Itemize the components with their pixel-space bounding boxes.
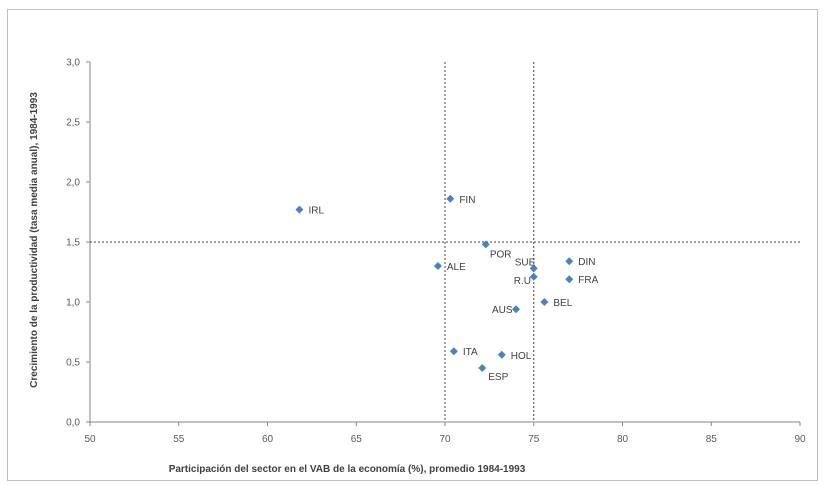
data-point-label: SUE: [515, 257, 536, 268]
data-point-label: FRA: [578, 275, 598, 286]
y-tick-label: 0,5: [66, 358, 80, 369]
data-point-marker: [540, 298, 549, 306]
y-tick-label: 1,0: [66, 298, 80, 309]
data-point-marker: [449, 347, 458, 356]
x-tick-labels: 50 55 60 65 70 75 80 85 90: [84, 434, 806, 445]
data-point-marker: [295, 205, 304, 214]
y-tick-label: 1,5: [66, 238, 80, 249]
x-tick-label: 80: [617, 434, 629, 445]
x-tick-label: 65: [351, 434, 363, 445]
data-point-marker: [512, 305, 520, 314]
data-point-marker: [565, 275, 574, 284]
data-point-marker: [497, 350, 506, 359]
x-tick-label: 75: [528, 434, 540, 445]
data-point-label: DIN: [578, 257, 595, 268]
data-point-label: AUS: [492, 305, 513, 316]
y-tick-labels: 0,0 0,5 1,0 1,5 2,0 2,5 3,0: [66, 58, 80, 429]
data-point-label: ESP: [488, 372, 508, 383]
data-point-label: FIN: [459, 195, 475, 206]
reference-lines: [90, 62, 800, 422]
data-point-marker: [565, 257, 574, 266]
data-point-label: POR: [490, 249, 512, 260]
x-tick-label: 50: [84, 434, 96, 445]
data-point-label: ALE: [447, 262, 466, 273]
x-tick-label: 60: [262, 434, 274, 445]
data-point-label: ITA: [463, 347, 478, 358]
x-tick-label: 85: [706, 434, 718, 445]
data-point-marker: [433, 262, 442, 270]
y-tick-label: 3,0: [66, 58, 80, 69]
data-point-marker: [529, 272, 538, 281]
x-tick-label: 55: [173, 434, 185, 445]
chart-frame: [7, 9, 818, 481]
x-tick-label: 70: [439, 434, 451, 445]
axes: [86, 61, 801, 426]
data-point-marker: [481, 240, 490, 249]
x-axis-label: Participación del sector en el VAB de la…: [169, 464, 526, 475]
data-point-marker: [529, 264, 538, 273]
data-point-label: R.U: [514, 276, 531, 287]
y-tick-label: 0,0: [66, 418, 80, 429]
y-axis-label: Crecimiento de la productividad (tasa me…: [29, 92, 40, 388]
x-tick-label: 90: [794, 434, 806, 445]
y-tick-label: 2,5: [66, 118, 80, 129]
data-point-marker: [446, 194, 455, 203]
data-point-label: HOL: [511, 351, 532, 362]
y-tick-label: 2,0: [66, 178, 80, 189]
data-point-marker: [478, 364, 487, 372]
data-point-label: BEL: [553, 298, 572, 309]
data-point-label: IRL: [308, 206, 324, 217]
